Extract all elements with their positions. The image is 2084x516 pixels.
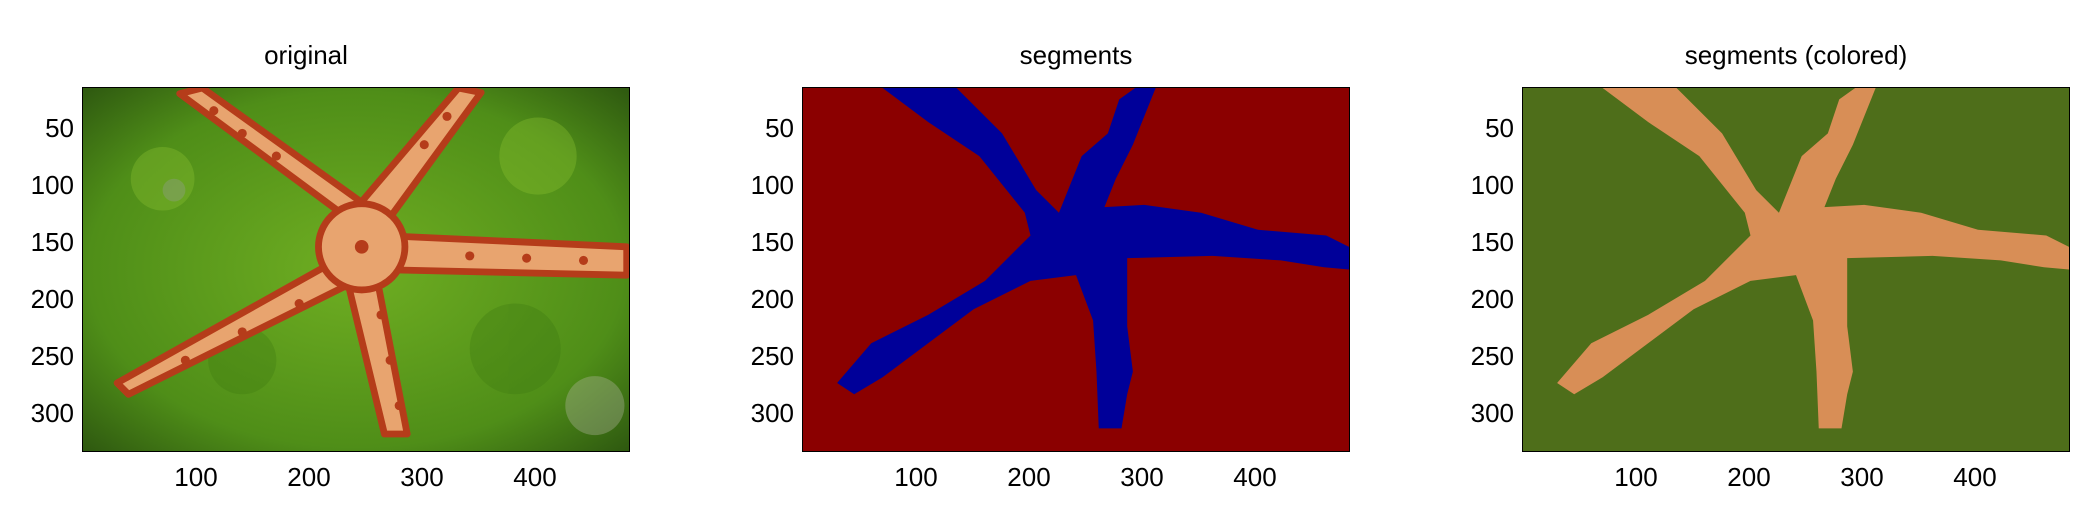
image-axes xyxy=(1522,87,2070,452)
x-tick-label: 400 xyxy=(1935,462,2015,492)
y-tick-label: 300 xyxy=(4,398,74,428)
y-tick-label: 50 xyxy=(1444,113,1514,143)
panel-segments: segments 50 100 150 200 250 300 100 200 … xyxy=(720,0,1380,516)
x-tick-label: 200 xyxy=(269,462,349,492)
panel-segments-colored: segments (colored) 50 100 150 200 250 30… xyxy=(1440,0,2084,516)
y-tick-label: 100 xyxy=(4,170,74,200)
y-tick-label: 150 xyxy=(724,227,794,257)
x-tick-label: 100 xyxy=(156,462,236,492)
panel-original: original xyxy=(0,0,660,516)
y-tick-label: 50 xyxy=(724,113,794,143)
original-image xyxy=(83,88,629,451)
y-tick-label: 250 xyxy=(724,341,794,371)
x-tick-label: 100 xyxy=(1596,462,1676,492)
panel-title: original xyxy=(264,40,348,71)
panel-title: segments xyxy=(1020,40,1133,71)
y-tick-label: 300 xyxy=(1444,398,1514,428)
y-tick-label: 100 xyxy=(724,170,794,200)
y-tick-label: 200 xyxy=(724,284,794,314)
panel-title: segments (colored) xyxy=(1685,40,1908,71)
y-tick-label: 50 xyxy=(4,113,74,143)
x-tick-label: 100 xyxy=(876,462,956,492)
x-tick-label: 400 xyxy=(495,462,575,492)
x-tick-label: 200 xyxy=(1709,462,1789,492)
y-tick-label: 200 xyxy=(1444,284,1514,314)
segments-image xyxy=(803,88,1349,451)
x-tick-label: 300 xyxy=(1822,462,1902,492)
y-tick-label: 150 xyxy=(1444,227,1514,257)
x-tick-label: 400 xyxy=(1215,462,1295,492)
y-tick-label: 200 xyxy=(4,284,74,314)
image-axes xyxy=(82,87,630,452)
x-tick-label: 200 xyxy=(989,462,1069,492)
y-tick-label: 250 xyxy=(4,341,74,371)
y-tick-label: 250 xyxy=(1444,341,1514,371)
x-tick-label: 300 xyxy=(382,462,462,492)
y-tick-label: 300 xyxy=(724,398,794,428)
y-tick-label: 150 xyxy=(4,227,74,257)
segments-colored-image xyxy=(1523,88,2069,451)
x-tick-label: 300 xyxy=(1102,462,1182,492)
y-tick-label: 100 xyxy=(1444,170,1514,200)
image-axes xyxy=(802,87,1350,452)
